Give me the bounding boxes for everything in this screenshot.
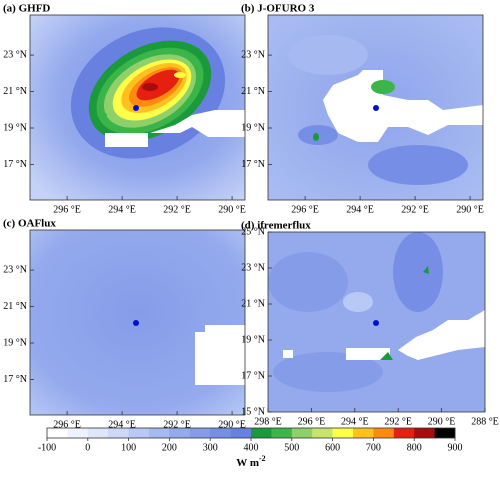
x-tick-label: 290 °E (218, 419, 246, 430)
y-tick-label: 23 °N (3, 49, 27, 60)
colorbar-segment (87, 428, 109, 438)
y-tick-label: 15 °N (241, 406, 265, 417)
x-tick-label: 294 °E (346, 204, 374, 215)
colorbar-segment (373, 428, 395, 438)
y-tick-label: 21 °N (3, 86, 27, 97)
colorbar-segment (67, 428, 89, 438)
x-tick-label: 298 °E (254, 416, 282, 427)
panel-frame (267, 231, 486, 413)
colorbar-tick-label: -100 (38, 442, 56, 453)
y-tick-label: 19 °N (3, 122, 27, 133)
y-tick-label: 17 °N (3, 159, 27, 170)
x-tick-label: 292 °E (163, 204, 191, 215)
colorbar-segment (332, 428, 354, 438)
colorbar-segment (108, 428, 129, 438)
y-tick-label: 23 °N (241, 49, 265, 60)
colorbar-segment (434, 428, 456, 438)
map-c (30, 230, 245, 415)
colorbar-segment (414, 428, 435, 438)
colorbar-segment (189, 428, 211, 438)
colorbar-segment (149, 428, 170, 438)
x-tick-label: 296 °E (298, 416, 326, 427)
unit-exponent: -2 (259, 454, 266, 463)
colorbar-tick-label: 100 (121, 442, 136, 453)
x-tick-label: 296 °E (53, 419, 81, 430)
y-tick-label: 19 °N (241, 122, 265, 133)
unit-text: W m (236, 457, 259, 469)
panel-title: (d) ifremerflux (241, 220, 311, 232)
colorbar-tick-label: 200 (162, 442, 177, 453)
colorbar-segment (169, 428, 191, 438)
colorbar-unit: W m-2 (236, 454, 265, 469)
colorbar-segment (251, 428, 272, 438)
colorbar-tick-label: 500 (284, 442, 299, 453)
colorbar-segment (47, 428, 68, 438)
colorbar-tick-label: 800 (407, 442, 422, 453)
x-tick-label: 294 °E (108, 419, 136, 430)
x-tick-label: 290 °E (456, 204, 484, 215)
colorbar-segment (230, 428, 252, 438)
colorbar-tick-label: 600 (325, 442, 340, 453)
y-tick-label: 17 °N (241, 370, 265, 381)
colorbar-segment (353, 428, 374, 438)
y-tick-label: 25 °N (241, 226, 265, 237)
x-tick-label: 288 °E (471, 416, 499, 427)
y-tick-label: 21 °N (3, 301, 27, 312)
colorbar-tick-label: 900 (448, 442, 463, 453)
panel-title: (c) OAFlux (3, 218, 56, 230)
panel-frame (29, 14, 246, 201)
colorbar-segment (291, 428, 313, 438)
colorbar-segment (128, 428, 150, 438)
y-tick-label: 21 °N (241, 86, 265, 97)
colorbar-segment (312, 428, 333, 438)
x-tick-label: 294 °E (341, 416, 369, 427)
y-tick-label: 19 °N (3, 337, 27, 348)
colorbar-tick-label: 0 (85, 442, 90, 453)
map-d (268, 232, 485, 412)
colorbar-segment (271, 428, 293, 438)
map-b (268, 15, 483, 200)
panel-title: (b) J-OFURO 3 (241, 3, 315, 15)
colorbar-tick-label: 400 (244, 442, 259, 453)
colorbar-tick-label: 300 (203, 442, 218, 453)
panel-frame (267, 14, 484, 201)
colorbar-segment (393, 428, 415, 438)
x-tick-label: 296 °E (53, 204, 81, 215)
map-a (30, 15, 245, 200)
y-tick-label: 23 °N (241, 262, 265, 273)
y-tick-label: 23 °N (3, 264, 27, 275)
y-tick-label: 17 °N (3, 374, 27, 385)
x-tick-label: 292 °E (384, 416, 412, 427)
panel-title: (a) GHFD (3, 3, 50, 15)
y-tick-label: 19 °N (241, 334, 265, 345)
colorbar-segment (210, 428, 231, 438)
x-tick-label: 294 °E (108, 204, 136, 215)
x-tick-label: 296 °E (291, 204, 319, 215)
x-tick-label: 290 °E (218, 204, 246, 215)
colorbar-tick-label: 700 (366, 442, 381, 453)
panel-frame (29, 229, 246, 416)
x-tick-label: 292 °E (163, 419, 191, 430)
x-tick-label: 290 °E (428, 416, 456, 427)
x-tick-label: 292 °E (401, 204, 429, 215)
y-tick-label: 21 °N (241, 298, 265, 309)
y-tick-label: 17 °N (241, 159, 265, 170)
